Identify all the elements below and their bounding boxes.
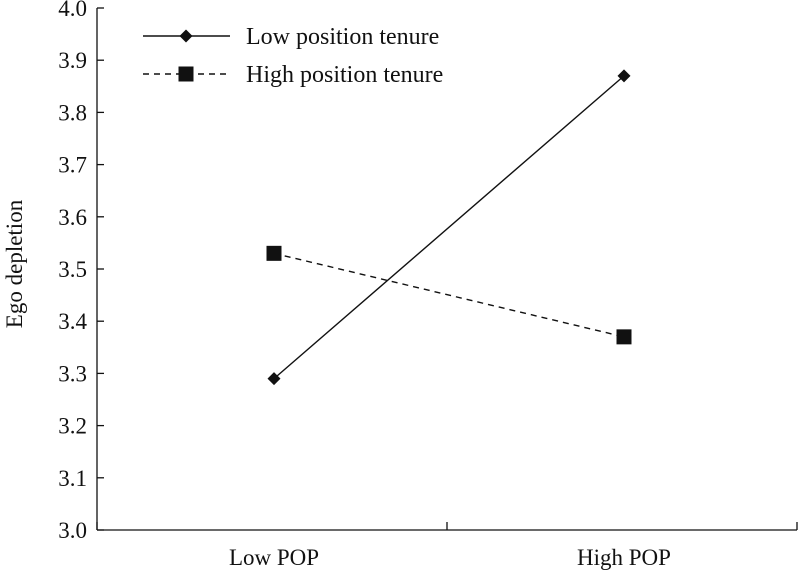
series-line xyxy=(273,75,625,380)
y-axis: 3.0 3.1 3.2 3.3 3.4 3.5 3.6 3.7 3.8 3.9 4.0 xyxy=(58,0,104,543)
y-tick-label: 3.8 xyxy=(58,100,87,125)
data-point xyxy=(617,69,631,83)
data-point xyxy=(266,245,282,261)
data-point xyxy=(616,329,632,345)
y-tick-label: 3.3 xyxy=(58,361,87,386)
legend: Low position tenure High position tenure xyxy=(143,24,443,88)
legend-label: High position tenure xyxy=(246,62,443,88)
legend-label: Low position tenure xyxy=(246,24,439,50)
y-axis-title: Ego depletion xyxy=(2,199,27,328)
y-tick-label: 3.9 xyxy=(58,48,87,73)
series-2 xyxy=(266,245,632,345)
y-tick-label: 3.4 xyxy=(58,309,87,334)
legend-marker xyxy=(178,66,194,82)
y-tick-label: 3.2 xyxy=(58,414,87,439)
legend-item: High position tenure xyxy=(143,62,443,88)
y-tick-label: 3.0 xyxy=(58,518,87,543)
x-category-label: Low POP xyxy=(229,545,319,570)
y-tick-label: 3.7 xyxy=(58,153,87,178)
x-axis: Low POP High POP xyxy=(96,522,798,570)
legend-item: Low position tenure xyxy=(143,24,439,50)
y-tick-label: 3.6 xyxy=(58,205,87,230)
data-point xyxy=(267,372,281,386)
x-category-label: High POP xyxy=(577,545,671,570)
series-1 xyxy=(267,69,631,386)
y-tick-label: 3.5 xyxy=(58,257,87,282)
legend-marker xyxy=(179,29,193,43)
series-layer xyxy=(266,69,632,386)
y-tick-label: 3.1 xyxy=(58,466,87,491)
y-tick-label: 4.0 xyxy=(58,0,87,21)
series-line xyxy=(273,252,625,338)
